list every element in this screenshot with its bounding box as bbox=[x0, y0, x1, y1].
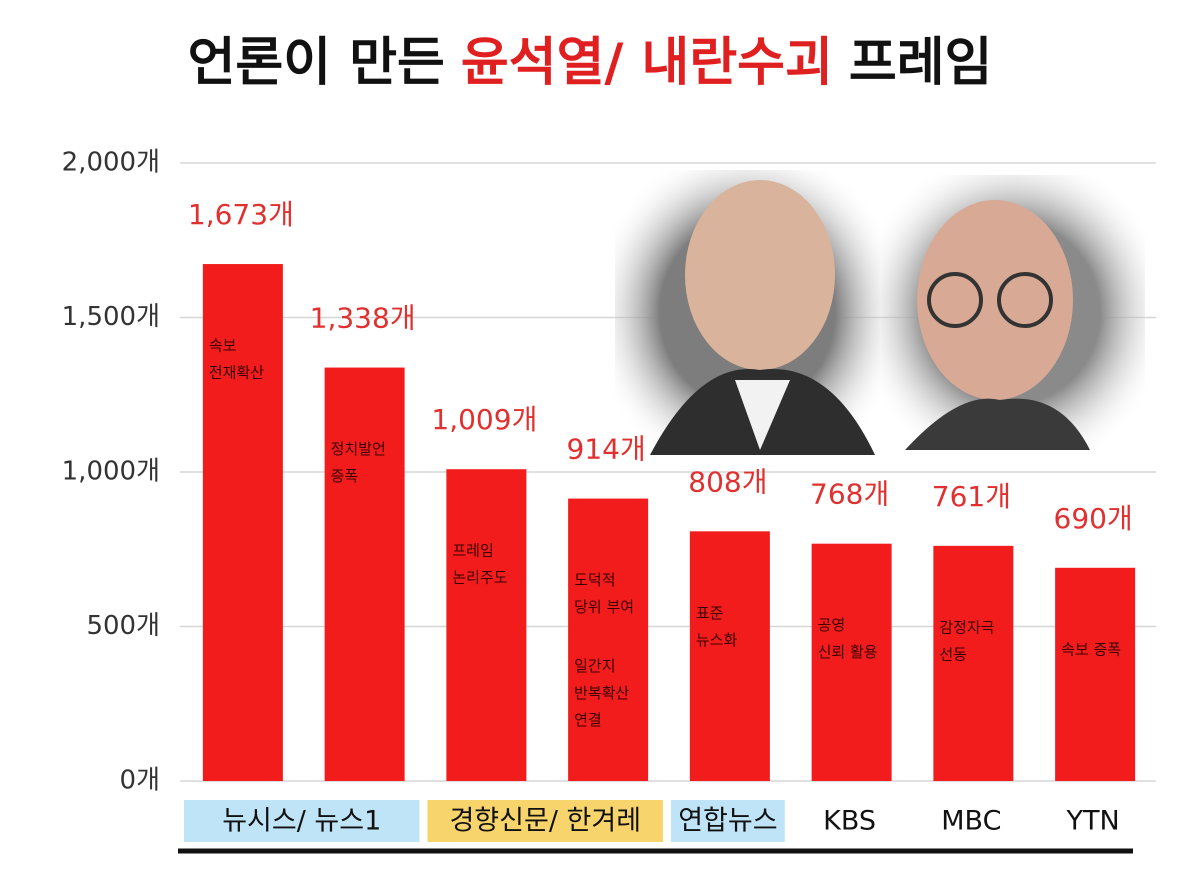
bar-note: 감정자극 bbox=[939, 618, 994, 636]
value-label: 808개 bbox=[688, 465, 767, 498]
bar bbox=[568, 498, 649, 781]
value-label: 768개 bbox=[810, 478, 889, 511]
category-highlight bbox=[671, 800, 785, 842]
x-tick-label: 경향신문/ 한겨레 bbox=[449, 806, 641, 837]
shirt bbox=[735, 380, 790, 450]
bar bbox=[324, 367, 405, 781]
bar-note: 공영 bbox=[818, 616, 846, 634]
face bbox=[917, 200, 1073, 400]
bar-note: 뉴스화 bbox=[696, 631, 738, 649]
bar-note: 연결 bbox=[574, 711, 602, 729]
bar-note: 도덕적 bbox=[574, 571, 615, 589]
y-tick-label: 0개 bbox=[120, 766, 160, 796]
value-label: 1,009개 bbox=[431, 403, 537, 436]
glasses bbox=[997, 272, 1053, 328]
bar bbox=[933, 545, 1014, 781]
category-highlight bbox=[184, 800, 420, 842]
value-label: 914개 bbox=[567, 433, 646, 466]
y-tick-label: 1,500개 bbox=[62, 302, 160, 332]
y-tick-label: 500개 bbox=[86, 611, 160, 641]
bar-note: 정치발언 bbox=[331, 440, 386, 458]
bar bbox=[811, 543, 892, 781]
bar-note: 선동 bbox=[939, 645, 967, 663]
bar-note: 전재확산 bbox=[209, 364, 264, 382]
x-tick-label: 뉴시스/ 뉴스1 bbox=[222, 806, 381, 837]
value-label: 690개 bbox=[1054, 502, 1133, 535]
bar-note: 일간지 bbox=[574, 657, 615, 675]
bar-note: 표준 bbox=[696, 604, 724, 622]
bar-note: 논리주도 bbox=[452, 569, 507, 587]
bar bbox=[689, 531, 770, 781]
bar-note: 속보 bbox=[209, 337, 237, 355]
bar-note: 증폭 bbox=[331, 467, 359, 485]
bar-note: 속보 증폭 bbox=[1061, 640, 1121, 658]
category-highlight bbox=[427, 800, 663, 842]
title-segment: 프레임 bbox=[849, 33, 993, 93]
value-label: 1,338개 bbox=[310, 302, 416, 335]
x-tick-label: MBC bbox=[941, 806, 1001, 837]
x-tick-label: KBS bbox=[823, 806, 876, 837]
title-segment: 윤석열/ 내란수괴 bbox=[461, 33, 833, 93]
bar bbox=[446, 469, 527, 781]
chart-title: 언론이 만든 윤석열/ 내란수괴 프레임 bbox=[188, 33, 993, 93]
bar bbox=[202, 264, 283, 782]
x-tick-label: 연합뉴스 bbox=[678, 806, 777, 837]
value-label: 1,673개 bbox=[188, 198, 294, 231]
y-tick-label: 1,000개 bbox=[62, 457, 160, 487]
title-segment: 언론이 만든 bbox=[188, 33, 445, 93]
bar bbox=[1055, 567, 1136, 781]
suit bbox=[905, 398, 1090, 450]
glasses bbox=[927, 272, 983, 328]
bar-note: 신뢰 활용 bbox=[818, 643, 878, 661]
face bbox=[685, 180, 835, 370]
bars: 뉴시스/ 뉴스1 경향신문/ 한겨레 연합뉴스 KBS MBC YTN 1,673개속보전재… bbox=[184, 198, 1136, 842]
photo bbox=[615, 170, 1145, 455]
bar-note: 반복확산 bbox=[574, 684, 629, 702]
value-label: 761개 bbox=[932, 480, 1011, 513]
bar-note: 당위 부여 bbox=[574, 598, 634, 616]
bar-note: 프레임 bbox=[452, 542, 493, 560]
y-tick-label: 2,000개 bbox=[62, 148, 160, 178]
x-tick-label: YTN bbox=[1066, 806, 1120, 837]
